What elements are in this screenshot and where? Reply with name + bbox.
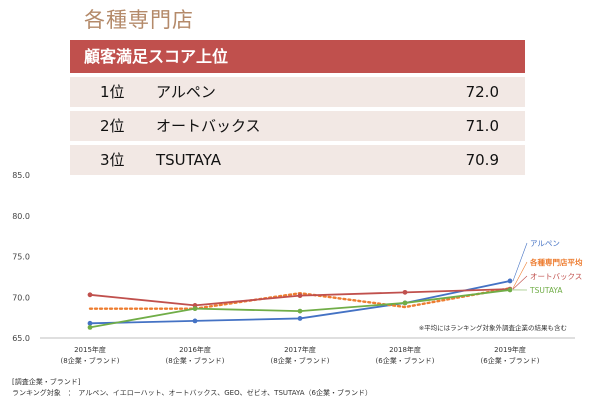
rank-position: 2位 [100, 117, 125, 135]
ranking-row: 3位 TSUTAYA 70.9 [70, 145, 525, 175]
legend-leader-line [512, 242, 528, 282]
series-line [88, 287, 512, 310]
data-point [507, 287, 513, 293]
legend-leader-line [512, 275, 528, 290]
data-point [87, 292, 93, 298]
ranking-row: 2位 オートバックス 71.0 [70, 111, 525, 141]
ranking-header: 顧客満足スコア上位 [70, 40, 525, 73]
data-point [402, 289, 408, 295]
x-tick-label: (6企業・ブランド) [481, 356, 540, 365]
series-label: アルペン [530, 239, 560, 248]
rank-company-name: オートバックス [156, 117, 261, 135]
rank-company-name: アルペン [156, 83, 216, 101]
y-tick-label: 70.0 [12, 293, 30, 302]
y-tick-label: 65.0 [12, 334, 30, 343]
data-point [507, 278, 513, 284]
y-tick-label: 75.0 [12, 253, 30, 262]
rank-score: 72.0 [465, 83, 499, 101]
data-point [192, 318, 198, 324]
y-tick-label: 85.0 [12, 171, 30, 180]
series-label: TSUTAYA [529, 286, 563, 295]
rank-company-name: TSUTAYA [156, 151, 222, 169]
line-chart: 65.0 70.0 75.0 80.0 85.0 2015年度 (8企業・ブランド) 2016… [12, 171, 583, 365]
data-point [87, 320, 93, 326]
data-point [297, 308, 303, 314]
legend-leader-line [512, 261, 528, 289]
x-tick-label: 2017年度 [284, 345, 316, 354]
ranking-table: 顧客満足スコア上位 1位 アルペン 72.0 2位 オートバックス 71.0 3… [70, 40, 525, 175]
data-point [297, 293, 303, 299]
ranking-row: 1位 アルペン 72.0 [70, 77, 525, 107]
x-tick-label: (6企業・ブランド) [376, 356, 435, 365]
series-label: 各種専門店平均 [529, 257, 583, 267]
data-point [87, 325, 93, 330]
data-point [297, 316, 303, 321]
x-tick-label: 2018年度 [389, 345, 421, 354]
chart-note: ※平均にはランキング対象外調査企業の結果も含む [419, 323, 567, 332]
y-tick-label: 80.0 [12, 212, 30, 221]
rank-score: 70.9 [465, 151, 499, 169]
x-tick-label: (8企業・ブランド) [61, 356, 120, 365]
footnote-ranking-targets: ランキング対象 ： アルペン、イエローハット、オートバックス、GEO、ゼビオ、T… [12, 389, 372, 397]
series-label: オートバックス [530, 272, 582, 281]
rank-score: 71.0 [465, 117, 499, 135]
footnote-title: [調査企業・ブランド] [12, 378, 81, 386]
x-tick-label: (8企業・ブランド) [271, 356, 330, 365]
data-point [192, 306, 198, 312]
page-title: 各種専門店 [84, 8, 194, 32]
x-tick-label: 2019年度 [494, 345, 526, 354]
rank-position: 1位 [100, 83, 125, 101]
x-tick-label: 2015年度 [74, 345, 106, 354]
x-tick-label: 2016年度 [179, 345, 211, 354]
data-point [402, 300, 408, 306]
x-tick-label: (8企業・ブランド) [166, 356, 225, 365]
rank-position: 3位 [100, 151, 125, 169]
